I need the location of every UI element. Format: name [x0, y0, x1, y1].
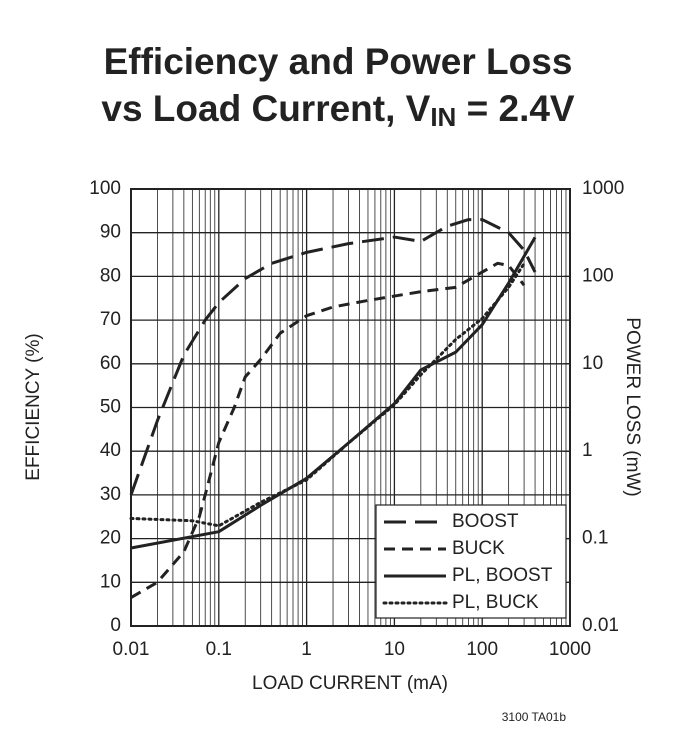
chart-title: Efficiency and Power Loss — [104, 41, 573, 82]
y-tick-label: 50 — [100, 397, 121, 418]
y-axis-label: EFFICIENCY (%) — [23, 333, 44, 480]
y2-tick-label: 100 — [582, 265, 614, 286]
x-tick-label: 1000 — [549, 639, 591, 660]
y2-axis-label: POWER LOSS (mW) — [622, 317, 643, 496]
y2-tick-label: 0.01 — [582, 615, 619, 636]
x-tick-label: 0.01 — [113, 639, 150, 660]
data-line — [129, 262, 526, 528]
y-tick-label: 40 — [100, 440, 121, 461]
title-part: vs Load Current, V — [101, 88, 430, 129]
legend-label: PL, BUCK — [452, 592, 539, 613]
y2-tick-label: 1000 — [582, 178, 624, 199]
plot-frame — [130, 188, 571, 627]
y-tick-label: 100 — [89, 178, 121, 199]
y-tick-label: 90 — [100, 222, 121, 243]
legend-label: BOOST — [452, 511, 519, 532]
y2-tick-label: 1 — [582, 440, 593, 461]
y2-tick-label: 10 — [582, 353, 603, 374]
y-tick-label: 10 — [100, 571, 121, 592]
y-tick-label: 60 — [100, 353, 121, 374]
footnote: 3100 TA01b — [502, 710, 567, 724]
chart-title: vs Load Current, VIN = 2.4V — [101, 88, 575, 132]
data-line — [130, 236, 537, 550]
legend-label: PL, BOOST — [452, 565, 553, 586]
y-tick-label: 30 — [100, 484, 121, 505]
y-tick-label: 80 — [100, 265, 121, 286]
y-tick-label: 0 — [110, 615, 121, 636]
y-tick-label: 70 — [100, 309, 121, 330]
x-tick-label: 1 — [301, 639, 312, 660]
y2-tick-label: 0.1 — [582, 528, 608, 549]
x-tick-label: 100 — [466, 639, 498, 660]
x-tick-label: 10 — [384, 639, 405, 660]
legend-label: BUCK — [452, 538, 505, 559]
legend-box — [375, 504, 567, 619]
x-axis-label: LOAD CURRENT (mA) — [252, 673, 448, 694]
x-tick-label: 0.1 — [206, 639, 232, 660]
legend: BOOST BUCK PL, BOOST PL, BUCK — [375, 504, 567, 619]
title-part: = 2.4V — [456, 88, 575, 129]
title-subscript: IN — [430, 102, 456, 132]
data-line — [130, 261, 526, 599]
y-tick-label: 20 — [100, 528, 121, 549]
data-line — [129, 218, 537, 496]
